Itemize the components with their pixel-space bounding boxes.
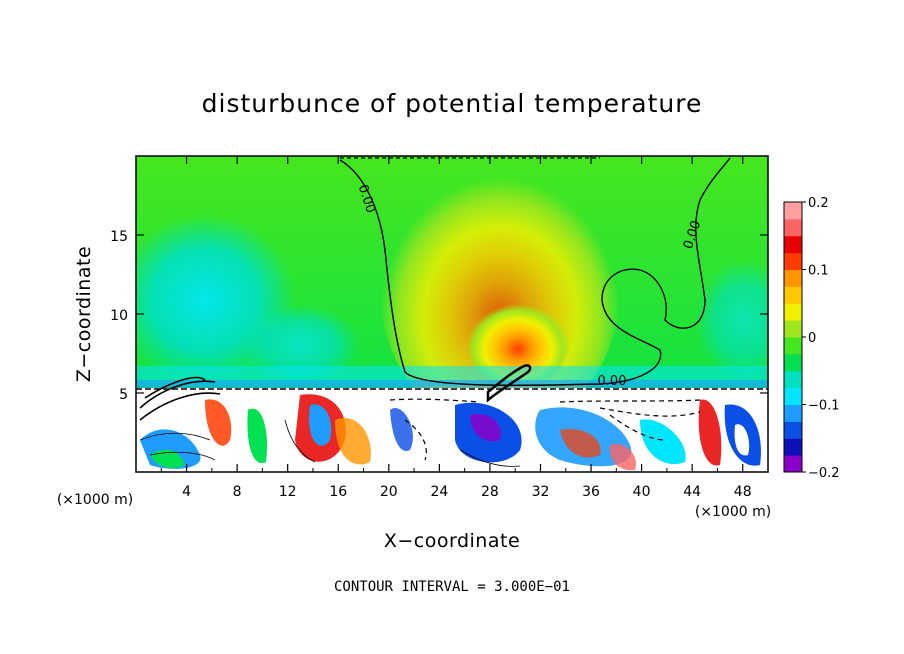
colorbar-swatch [784,370,802,389]
lower-left-contours-thin [139,432,216,461]
lower-blob-10 [470,414,501,442]
x-tick-label: 24 [430,484,448,500]
lower-left-contours [139,376,221,421]
x-tick-label: 8 [233,484,242,500]
lower-blob-12 [560,429,601,458]
x-unit-left: (×1000 m) [57,492,133,508]
colorbar-swatch [784,303,802,321]
colorbar-swatch [784,421,802,439]
y-tick-label: 10 [110,308,128,324]
x-tick-label: 4 [182,484,191,500]
colorbar-tick-label: 0.1 [808,264,829,279]
lower-blob-14 [698,399,722,466]
lower-blob-7 [335,418,371,465]
inversion-band [136,380,768,390]
x-tick-label: 20 [380,484,398,500]
x-unit-right: (×1000 m) [695,504,771,520]
colorbar-swatch [784,337,802,355]
x-tick-label: 16 [329,484,347,500]
colorbar-tick-label: 0 [808,331,816,346]
warm-region-core [466,295,570,385]
colorbar-swatch [784,269,802,287]
y-axis-label: Z−coordinate [73,246,95,382]
colorbar-swatch [784,387,802,405]
x-axis-label: X−coordinate [384,530,520,552]
lower-contours-thin [284,419,521,467]
negative-contours-dashed-2 [404,414,666,461]
contour-label-3: 0.00 [598,374,627,389]
warm-contour-loop [486,364,532,403]
zero-contour-line [339,157,731,387]
colorbar-swatch [784,202,802,220]
x-tick-label: 36 [582,484,600,500]
negative-contours-dashed [389,398,701,417]
x-axis: 4 8 12 16 20 24 28 32 36 40 44 48 [160,156,752,500]
lower-blob-8 [390,408,413,451]
y-axis: 5 10 15 [110,229,768,403]
x-tick-label: 12 [279,484,297,500]
y-tick-label: 15 [110,229,128,245]
contour-interval-note: CONTOUR INTERVAL = 3.000E−01 [334,579,570,595]
colorbar [784,202,802,473]
colorbar-swatch [784,252,802,270]
lower-blob-17 [609,444,636,471]
lower-blob-6 [309,404,332,446]
colorbar-swatch [784,286,802,304]
y-tick-label: 5 [119,387,128,403]
lower-blob-2 [150,449,185,468]
cool-region-center-left [240,305,360,385]
colorbar-swatch [784,455,802,473]
cool-region-right [695,260,768,380]
colorbar-swatch [784,404,802,422]
chart-title: disturbunce of potential temperature [202,89,703,118]
colorbar-tick-label: −0.2 [808,466,840,481]
heatmap-field [136,156,768,472]
colorbar-swatch [784,320,802,338]
colorbar-swatch [784,353,802,372]
colorbar-tick-label: −0.1 [808,399,840,414]
colorbar-ticks: 0.2 0.1 0 −0.1 −0.2 [802,196,840,481]
x-tick-label: 32 [532,484,550,500]
lower-blob-4 [247,408,268,464]
lower-blob-3 [205,399,232,446]
colorbar-swatch [784,235,802,254]
x-tick-label: 44 [683,484,701,500]
lower-blob-13 [640,419,686,465]
colorbar-tick-label: 0.2 [808,196,829,211]
colorbar-swatch [784,218,802,237]
x-tick-label: 48 [734,484,752,500]
x-tick-label: 40 [633,484,651,500]
x-tick-label: 28 [481,484,499,500]
colorbar-swatch [784,438,802,456]
lower-blob-16 [734,424,750,456]
